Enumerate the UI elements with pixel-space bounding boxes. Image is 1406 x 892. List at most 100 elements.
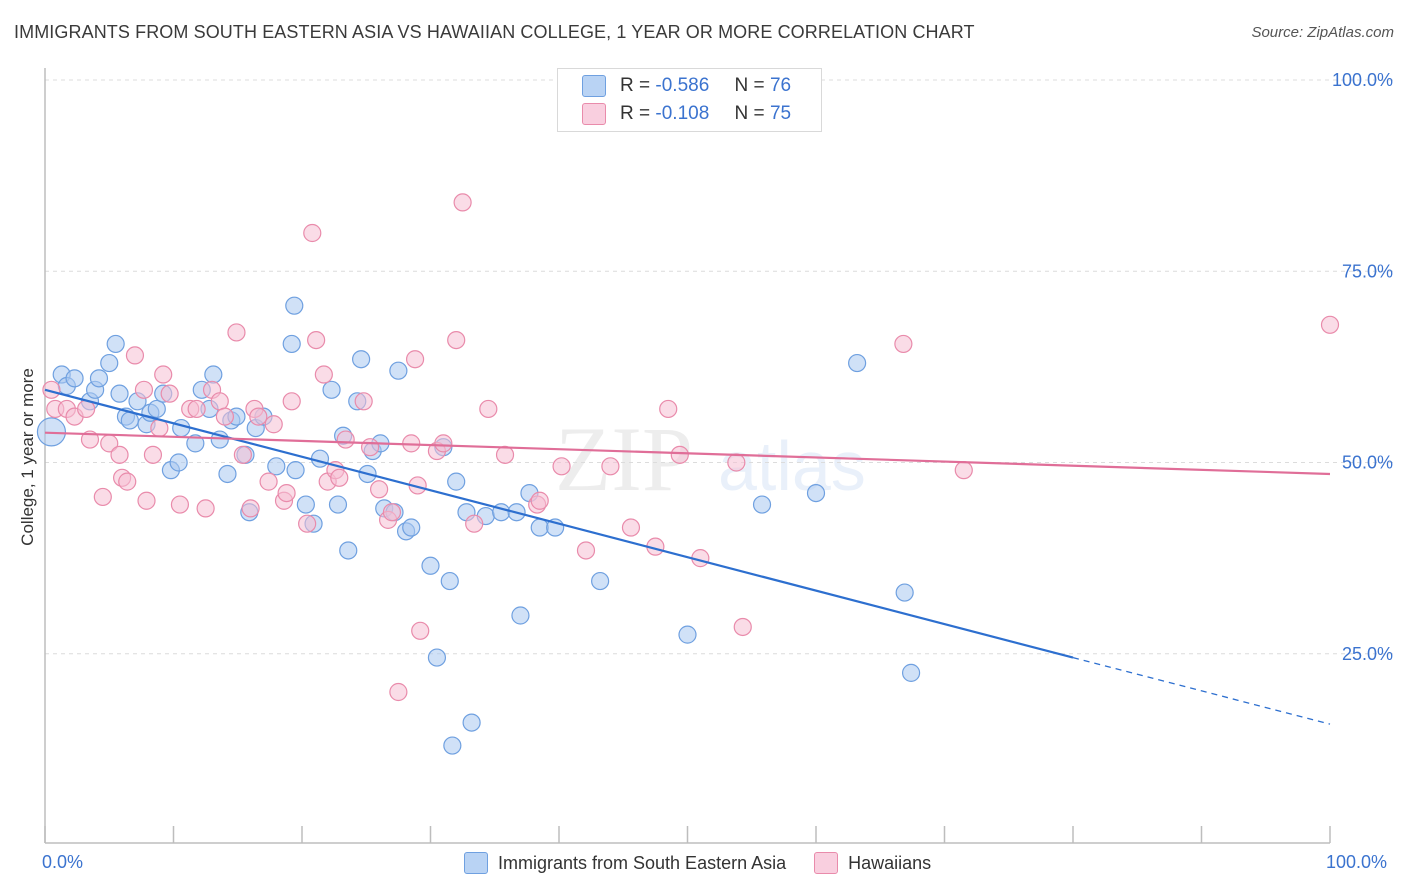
legend-swatch-hawaiians bbox=[582, 103, 606, 125]
data-point bbox=[411, 621, 430, 640]
data-point bbox=[233, 445, 252, 464]
data-point bbox=[125, 346, 145, 365]
data-point bbox=[427, 648, 447, 667]
data-point bbox=[382, 503, 402, 522]
data-point bbox=[670, 445, 689, 464]
data-point bbox=[314, 365, 333, 384]
data-point bbox=[65, 369, 84, 388]
data-point bbox=[330, 468, 349, 487]
data-point bbox=[267, 457, 286, 476]
y-tick-label: 50.0% bbox=[1342, 453, 1393, 473]
data-point bbox=[530, 491, 549, 510]
data-point bbox=[310, 449, 330, 468]
series-swatch-hawaiians bbox=[814, 852, 839, 874]
source-note: Source: ZipAtlas.com bbox=[1251, 24, 1394, 41]
data-point bbox=[241, 499, 260, 518]
data-point bbox=[440, 571, 459, 591]
data-point bbox=[93, 487, 112, 507]
trend-line-immigrants-extension bbox=[1072, 656, 1331, 725]
data-point bbox=[621, 518, 641, 537]
data-point bbox=[264, 415, 283, 434]
data-point bbox=[447, 331, 466, 350]
data-point bbox=[187, 399, 206, 419]
data-point bbox=[354, 392, 373, 411]
gridlines bbox=[45, 79, 1393, 655]
data-point bbox=[576, 541, 596, 560]
legend-r-value: -0.108 bbox=[655, 103, 710, 124]
data-point bbox=[328, 495, 348, 514]
data-point bbox=[848, 353, 867, 373]
data-point bbox=[421, 556, 440, 575]
legend-swatch-immigrants bbox=[582, 75, 606, 97]
data-point bbox=[170, 495, 190, 514]
data-point bbox=[601, 457, 620, 476]
x-tick-min: 0.0% bbox=[42, 852, 84, 872]
data-point bbox=[453, 193, 472, 212]
data-point bbox=[118, 472, 137, 491]
data-point bbox=[405, 350, 425, 369]
data-point bbox=[402, 518, 421, 537]
data-point bbox=[591, 571, 610, 591]
data-point bbox=[186, 434, 205, 453]
data-point bbox=[361, 438, 380, 457]
data-point bbox=[659, 399, 678, 419]
series-points-hawaiians bbox=[42, 193, 1340, 702]
series-name-immigrants: Immigrants from South Eastern Asia bbox=[498, 852, 787, 873]
data-point bbox=[954, 461, 973, 480]
legend-r-label: R = bbox=[620, 75, 651, 96]
y-tick-label: 100.0% bbox=[1332, 70, 1393, 90]
trend-lines bbox=[44, 388, 1331, 725]
y-tick-label: 75.0% bbox=[1342, 261, 1393, 281]
data-point bbox=[895, 583, 914, 602]
data-point bbox=[1320, 315, 1340, 334]
chart-title: IMMIGRANTS FROM SOUTH EASTERN ASIA VS HA… bbox=[14, 22, 975, 42]
data-point bbox=[106, 334, 125, 354]
data-point bbox=[215, 407, 234, 426]
data-point bbox=[733, 617, 752, 637]
legend-r-label: R = bbox=[620, 103, 651, 124]
data-point bbox=[89, 369, 109, 388]
legend-n-label: N = bbox=[734, 103, 765, 124]
data-point bbox=[389, 682, 408, 702]
legend-row-hawaiians: R = -0.108 N = 75 bbox=[582, 101, 791, 127]
data-point bbox=[678, 625, 697, 644]
data-point bbox=[511, 606, 530, 625]
trend-line-immigrants bbox=[44, 388, 1074, 659]
data-point bbox=[303, 223, 322, 243]
data-point bbox=[495, 445, 515, 464]
legend-r-value: -0.586 bbox=[655, 75, 710, 96]
data-point bbox=[110, 445, 129, 464]
data-point bbox=[806, 484, 826, 503]
axes bbox=[44, 68, 1331, 844]
data-point bbox=[352, 350, 371, 369]
data-point bbox=[282, 334, 301, 354]
series-legend-item-hawaiians: Hawaiians bbox=[814, 852, 931, 874]
correlation-legend: R = -0.586 N = 76 R = -0.108 N = 75 bbox=[557, 68, 822, 132]
data-point bbox=[479, 399, 498, 419]
data-point bbox=[307, 331, 326, 350]
data-points bbox=[36, 193, 1340, 755]
data-point bbox=[727, 453, 746, 472]
data-point bbox=[143, 445, 163, 464]
x-tick-max: 100.0% bbox=[1326, 852, 1388, 872]
data-point bbox=[447, 472, 466, 491]
data-point bbox=[434, 434, 453, 453]
legend-row-immigrants: R = -0.586 N = 76 bbox=[582, 73, 791, 99]
data-point bbox=[134, 380, 154, 399]
data-point bbox=[282, 392, 301, 411]
data-point bbox=[210, 392, 229, 411]
watermark-zip: ZIP bbox=[555, 408, 693, 510]
data-point bbox=[277, 484, 296, 503]
y-tick-label: 25.0% bbox=[1342, 644, 1393, 664]
data-point bbox=[901, 663, 921, 682]
data-point bbox=[389, 361, 408, 380]
data-point bbox=[100, 353, 119, 373]
data-point bbox=[147, 399, 166, 419]
data-point bbox=[462, 713, 481, 732]
data-point bbox=[169, 453, 188, 472]
data-point bbox=[752, 495, 772, 514]
data-point bbox=[196, 499, 215, 518]
data-point bbox=[259, 472, 278, 491]
data-point bbox=[296, 495, 315, 514]
